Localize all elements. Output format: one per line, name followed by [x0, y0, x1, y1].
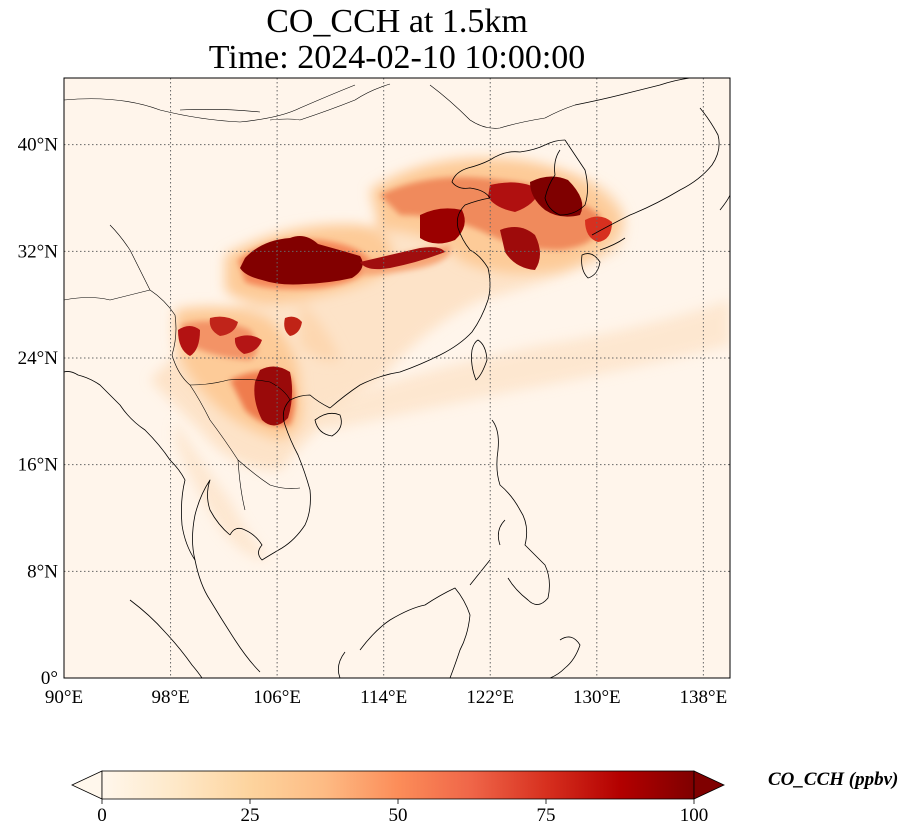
lat-tick-label: 24°N — [18, 348, 59, 369]
latitude-tick-labels: 0° 8°N 16°N 24°N 32°N 40°N — [18, 135, 59, 689]
lon-tick-label: 98°E — [151, 687, 189, 708]
lon-tick-label: 114°E — [360, 687, 407, 708]
plume-cores — [178, 176, 612, 426]
andaman-coastline — [169, 459, 196, 561]
gridlines — [64, 78, 730, 678]
map-frame — [63, 77, 731, 679]
chart-title-line1: CO_CCH at 1.5km — [266, 3, 528, 40]
colorbar-gradient — [101, 770, 695, 800]
myanmar-coastline — [64, 371, 171, 461]
colorbar: 0 25 50 75 100 — [71, 770, 725, 826]
colorbar-tick-label: 50 — [389, 805, 408, 826]
lon-tick-label: 138°E — [680, 687, 728, 708]
lon-tick-label: 122°E — [466, 687, 514, 708]
sumatra-coastline — [129, 599, 203, 678]
china-coastline — [329, 139, 566, 409]
colorbar-ticks: 0 25 50 75 100 — [97, 799, 708, 826]
borneo-coastline — [337, 587, 471, 678]
map-panel — [64, 78, 730, 678]
malay-coastline — [192, 479, 261, 673]
mongolia-border — [64, 84, 576, 129]
colorbar-tick-label: 75 — [537, 805, 556, 826]
lon-tick-label: 130°E — [573, 687, 621, 708]
indochina-coastline — [229, 394, 331, 561]
korea-coastline — [544, 139, 588, 216]
russia-coast — [574, 78, 691, 106]
lon-tick-label: 106°E — [253, 687, 301, 708]
hainan-coastline — [314, 412, 342, 437]
lon-tick-label: 90°E — [45, 687, 83, 708]
colorbar-min-extend — [71, 770, 103, 800]
lat-tick-label: 16°N — [18, 455, 59, 476]
colorbar-tick-label: 25 — [241, 805, 260, 826]
chart-title-line2: Time: 2024-02-10 10:00:00 — [208, 39, 586, 76]
colorbar-tick-label: 100 — [680, 805, 709, 826]
lat-tick-label: 8°N — [27, 561, 58, 582]
sulawesi-coastline — [549, 636, 581, 678]
country-borders — [64, 83, 391, 511]
taiwan-coastline — [471, 339, 488, 381]
colorbar-label: CO_CCH (ppbv) — [768, 769, 899, 790]
colorbar-tick-label: 0 — [97, 805, 107, 826]
kyushu-coastline — [581, 253, 601, 279]
lat-tick-label: 0° — [41, 668, 58, 689]
coastlines — [64, 78, 730, 678]
lat-tick-label: 32°N — [18, 241, 59, 262]
lat-tick-label: 40°N — [18, 135, 59, 156]
colorbar-max-extend — [693, 770, 725, 800]
longitude-tick-labels: 90°E 98°E 106°E 114°E 122°E 130°E 138°E — [45, 687, 727, 708]
philippines-coastline — [469, 419, 550, 605]
